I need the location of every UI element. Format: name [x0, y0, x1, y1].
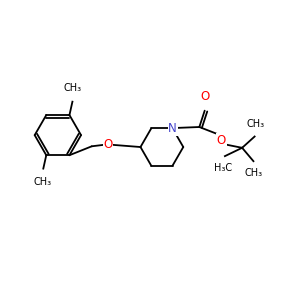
Text: O: O: [217, 134, 226, 147]
Text: CH₃: CH₃: [246, 119, 264, 129]
Text: CH₃: CH₃: [245, 168, 263, 178]
Text: N: N: [168, 122, 177, 135]
Text: H₃C: H₃C: [214, 163, 232, 173]
Text: CH₃: CH₃: [34, 177, 52, 187]
Text: CH₃: CH₃: [64, 83, 82, 93]
Text: O: O: [200, 90, 209, 103]
Text: O: O: [103, 138, 113, 151]
